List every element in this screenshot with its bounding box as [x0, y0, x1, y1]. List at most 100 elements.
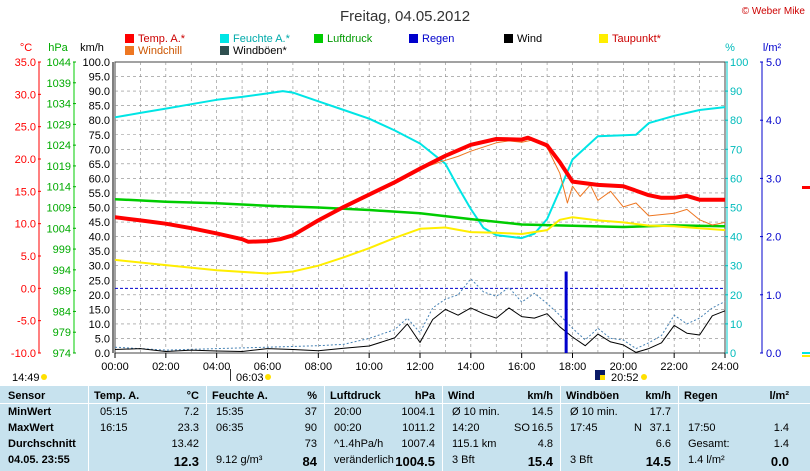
stats-cell-gust-time: 17:45 [570, 422, 598, 434]
humidity-tick-label: 30 [730, 261, 742, 273]
stats-cell-wind-value: 16.5 [531, 422, 553, 434]
rain-unit-label: l/m² [763, 42, 782, 54]
wind-tick-label: 90.0 [89, 86, 110, 98]
x-tick-label: 10:00 [355, 361, 383, 373]
stats-divider [206, 386, 207, 471]
stats-cell-gust-time: 3 Bft [570, 454, 593, 466]
stats-row-label: MinWert [8, 406, 52, 418]
stats-cell-pressure-value: 1004.1 [401, 406, 435, 418]
pressure-tick-label: 994 [53, 265, 71, 277]
series-line-wind [114, 307, 726, 353]
stats-cell-humidity-value: 90 [304, 422, 317, 434]
sunrise-label: 06:03 [236, 372, 264, 384]
stats-header-unit: km/h [645, 390, 671, 402]
stats-cell-wind-time: 14:20 [452, 422, 480, 434]
clipped-marker-cyan [802, 352, 810, 354]
legend-swatch-dewpoint [599, 34, 608, 43]
legend-swatch-gust [220, 46, 229, 55]
stats-cell-wind-time: Ø 10 min. [452, 406, 500, 418]
stats-header-unit: l/m² [769, 390, 789, 402]
humidity-tick-label: 10 [730, 319, 742, 331]
left-time-label: 14:49 [12, 372, 40, 384]
x-tick-label: 08:00 [305, 361, 333, 373]
stats-header-rain: Regen [684, 390, 718, 402]
stats-row-label: MaxWert [8, 422, 54, 434]
legend-swatch-temp [125, 34, 134, 43]
x-tick-label: 16:00 [508, 361, 536, 373]
sunset-icon-moon [600, 375, 605, 380]
humidity-tick-label: 60 [730, 173, 742, 185]
stats-header-gust: Windböen [566, 390, 620, 402]
grid [115, 62, 725, 353]
temp-tick-label: 25.0 [15, 122, 36, 134]
sun-icon-right [641, 374, 647, 380]
pressure-tick-label: 1039 [47, 78, 71, 90]
x-tick-label: 06:00 [254, 361, 282, 373]
axes: 00:00 02:00 04:00 06:00 08:00 10:00 12:00 14:00… [11, 57, 781, 373]
legend-swatch-humidity [220, 34, 229, 43]
stats-cell-pressure-value: 1011.2 [402, 422, 435, 434]
x-tick-label: 20:00 [610, 361, 638, 373]
stats-cell-rain-value: 0.0 [770, 454, 789, 469]
stats-cell-wind-time: 115.1 km [452, 438, 497, 450]
stats-cell-wind-value: 15.4 [527, 454, 553, 469]
stats-cell-pressure-time: ^1.4hPa/h [334, 438, 384, 450]
stats-cell-gust-value: 17.7 [649, 406, 671, 418]
pressure-tick-label: 1009 [47, 203, 71, 215]
legend-label-humidity: Feuchte A.* [233, 33, 291, 45]
stats-cell-wind-value: 14.5 [531, 406, 553, 418]
temp-unit-label: °C [20, 42, 32, 54]
wind-tick-label: 35.0 [89, 246, 110, 258]
stats-cell-pressure-time: veränderlich [334, 454, 394, 466]
stats-cell-gust-value: 6.6 [655, 438, 671, 450]
clipped-marker-yellow [802, 355, 810, 357]
x-tick-label: 02:00 [152, 361, 180, 373]
stats-cell-pressure-time: 20:00 [334, 406, 362, 418]
stats-cell-temp-time: 05:15 [100, 406, 128, 418]
legend-swatch-wind [504, 34, 513, 43]
stats-header-sensor: Sensor [8, 390, 46, 402]
humidity-tick-label: 40 [730, 232, 742, 244]
series-line-humidity [114, 90, 726, 240]
stats-header-separator [0, 403, 810, 404]
series-line-temp [114, 135, 725, 244]
pressure-tick-label: 1004 [47, 223, 71, 235]
temp-tick-label: 20.0 [15, 154, 36, 166]
wind-tick-label: 20.0 [89, 290, 110, 302]
stats-cell-pressure-value: 1004.5 [395, 454, 435, 469]
wind-tick-label: 5.0 [95, 333, 110, 345]
series-line-dewpoint [114, 216, 726, 275]
wind-tick-label: 15.0 [89, 304, 110, 316]
clipped-marker-red [802, 186, 810, 189]
stats-cell-wind-time: 3 Bft [452, 454, 475, 466]
legend-label-temp: Temp. A.* [138, 33, 186, 45]
wind-tick-label: 95.0 [89, 72, 110, 84]
wind-tick-label: 0.0 [95, 348, 110, 360]
stats-cell-gust-time: Ø 10 min. [570, 406, 618, 418]
legend: Temp. A.* Feuchte A.* Luftdruck Regen Wi… [125, 33, 662, 57]
temp-tick-label: 5.0 [21, 251, 36, 263]
rain-tick-label: 3.0 [766, 173, 781, 185]
rain-tick-label: 2.0 [766, 232, 781, 244]
legend-swatch-rain [409, 34, 418, 43]
stats-cell-temp-value: 23.3 [177, 422, 199, 434]
series-line-gust [114, 278, 726, 351]
legend-label-rain: Regen [422, 33, 454, 45]
weather-chart: Freitag, 04.05.2012 © Weber Mike °C hPa … [10, 6, 810, 384]
wind-tick-label: 75.0 [89, 130, 110, 142]
temp-tick-label: 10.0 [15, 219, 36, 231]
stats-cell-humidity-value: 73 [304, 438, 317, 450]
humidity-tick-label: 50 [730, 203, 742, 215]
stats-cell-rain-time: Gesamt: [688, 438, 730, 450]
pressure-tick-label: 1044 [47, 57, 71, 69]
temp-tick-label: 30.0 [15, 89, 36, 101]
stats-table: Sensor Temp. A. °C Feuchte A.% Luftdruck hPa W… [0, 386, 810, 471]
series-line-windchill [394, 139, 726, 226]
stats-row-label: 04.05. 23:55 [8, 454, 70, 466]
legend-swatch-windchill [125, 46, 134, 55]
stats-cell-temp-value: 13.42 [171, 438, 199, 450]
pressure-unit-label: hPa [48, 42, 68, 54]
x-tick-label: 12:00 [406, 361, 434, 373]
temp-tick-label: -5.0 [17, 316, 36, 328]
stats-header-temp: Temp. A. [94, 390, 140, 402]
